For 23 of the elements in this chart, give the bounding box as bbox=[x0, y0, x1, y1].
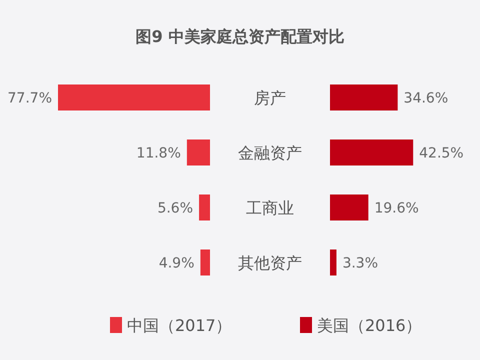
data-label: 11.8% bbox=[136, 146, 181, 162]
data-label: 34.6% bbox=[404, 90, 448, 106]
y-tick-label: 其他资产 bbox=[238, 254, 302, 272]
chart-title: 图9 中美家庭总资产配置对比 bbox=[136, 27, 344, 46]
data-label: 4.9% bbox=[158, 256, 194, 272]
data-label: 19.6% bbox=[374, 200, 419, 216]
bar bbox=[58, 84, 210, 110]
y-tick-label: 房产 bbox=[254, 88, 286, 108]
legend-label: 中国（2017） bbox=[127, 316, 232, 335]
data-label: 3.3% bbox=[342, 256, 378, 272]
y-tick-label: 金融资产 bbox=[238, 144, 302, 162]
data-label: 42.5% bbox=[419, 146, 464, 162]
bar bbox=[330, 84, 398, 110]
y-tick-label: 工商业 bbox=[246, 198, 294, 218]
bar bbox=[330, 250, 336, 276]
data-label: 77.7% bbox=[8, 90, 52, 106]
bar bbox=[330, 140, 414, 166]
bar bbox=[199, 194, 210, 220]
bar bbox=[186, 140, 210, 166]
bar bbox=[200, 250, 210, 276]
data-label: 5.6% bbox=[157, 200, 194, 216]
legend-label: 美国（2016） bbox=[317, 316, 422, 335]
bar bbox=[330, 194, 368, 220]
